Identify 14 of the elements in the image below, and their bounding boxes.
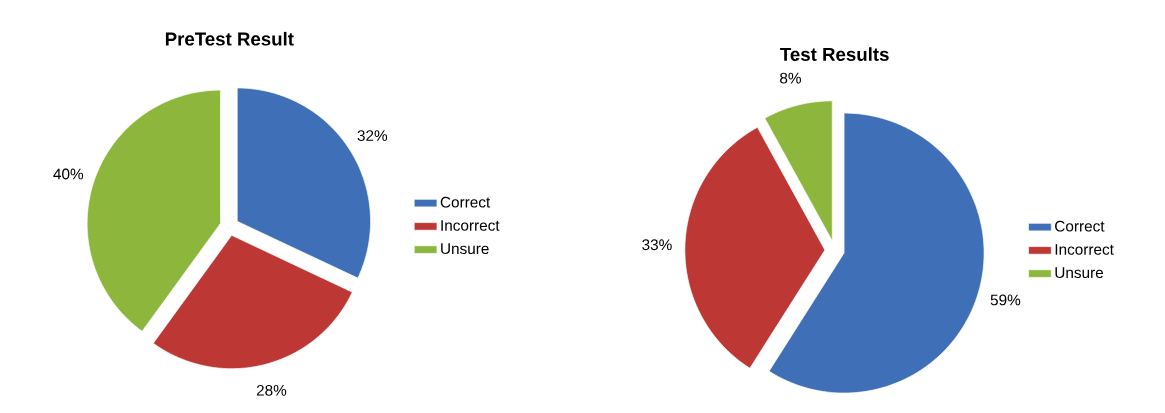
legend-label: Incorrect (1055, 244, 1114, 255)
legend-label: Correct (440, 196, 491, 208)
legend-label: Unsure (441, 243, 489, 255)
data-label: 33% (642, 239, 672, 251)
data-label: 32% (357, 130, 388, 142)
data-label: 40% (53, 168, 84, 180)
data-label: 8% (780, 72, 801, 84)
data-label: 28% (256, 384, 287, 396)
legend-label: Unsure (1055, 267, 1104, 279)
legend-label: Correct (1055, 220, 1105, 232)
data-label: 59% (990, 294, 1021, 306)
chart-title: Test Results (780, 47, 889, 61)
legend-label: Incorrect (441, 220, 500, 231)
chart-title: PreTest Result (165, 31, 294, 46)
